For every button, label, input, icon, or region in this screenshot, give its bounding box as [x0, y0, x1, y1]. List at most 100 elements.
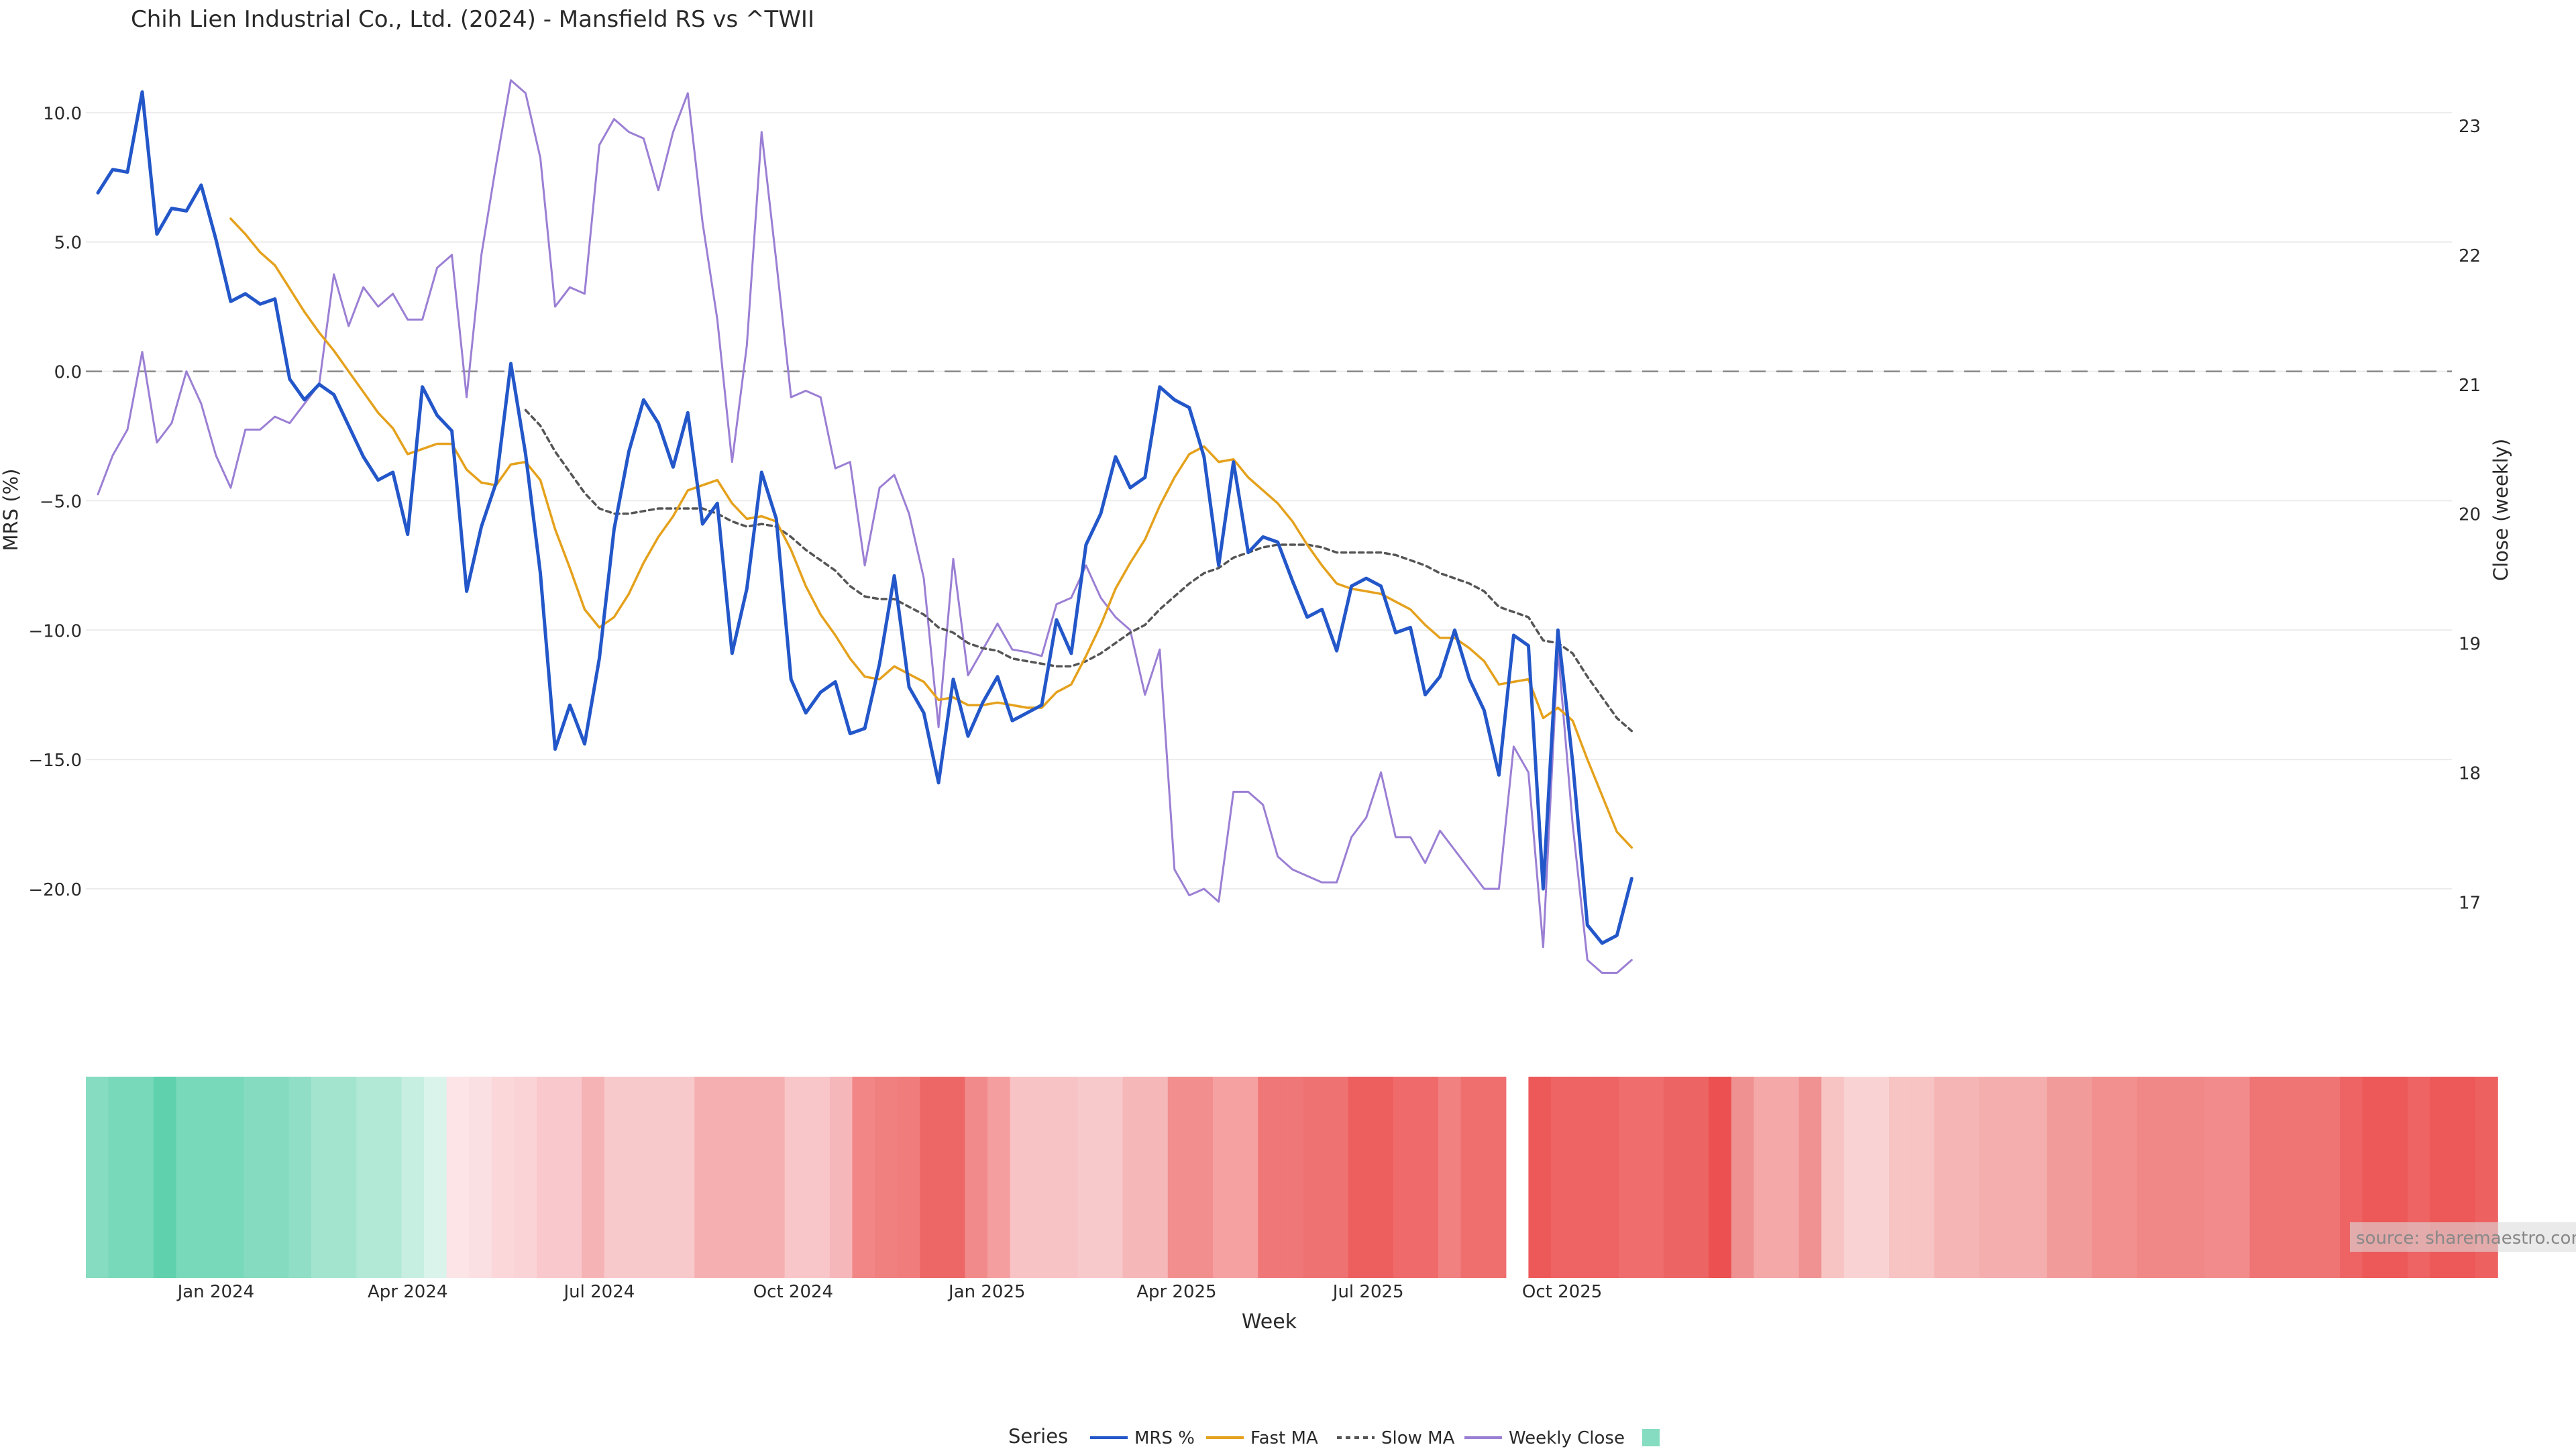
x-tick-label: Apr 2024	[368, 1282, 447, 1302]
heatmap-cell	[1731, 1077, 1754, 1278]
right-axis-ticks: 23 22 21 20 19 18 17	[2459, 117, 2481, 913]
heatmap-cell	[1167, 1077, 1191, 1278]
heatmap-cell	[1799, 1077, 1822, 1278]
heatmap-cell	[469, 1077, 492, 1278]
heatmap-cell	[897, 1077, 920, 1278]
heatmap-cell	[199, 1077, 222, 1278]
heatmap-cell	[852, 1077, 875, 1278]
left-tick-label: −15.0	[28, 751, 82, 771]
heatmap-cell	[716, 1077, 740, 1278]
heatmap-cell	[920, 1077, 943, 1278]
heatmap-cell	[401, 1077, 425, 1278]
heatmap-cell	[131, 1077, 154, 1278]
right-tick-label: 20	[2459, 505, 2481, 525]
heatmap-cell	[1460, 1077, 1484, 1278]
heatmap-cell	[739, 1077, 763, 1278]
heatmap-cell	[311, 1077, 335, 1278]
legend-label: MRS %	[1134, 1428, 1195, 1448]
heatmap-cell	[784, 1077, 808, 1278]
left-tick-label: 0.0	[54, 363, 82, 383]
heatmap-cell	[424, 1077, 447, 1278]
right-tick-label: 17	[2459, 893, 2481, 913]
heatmap-cell	[875, 1077, 898, 1278]
heatmap-cell	[333, 1077, 357, 1278]
series-line-slow-ma	[524, 409, 1633, 733]
heatmap-cell	[491, 1077, 515, 1278]
heatmap-cell	[1528, 1077, 1552, 1278]
heatmap-cell	[2272, 1077, 2296, 1278]
heatmap-cell	[1235, 1077, 1258, 1278]
series-line-fast-ma	[229, 217, 1633, 849]
left-tick-label: −20.0	[28, 880, 82, 900]
legend-title: Series	[1008, 1425, 1068, 1448]
heatmap-cell	[446, 1077, 470, 1278]
heatmap-cell	[86, 1077, 109, 1278]
series-line-mrs	[96, 90, 1633, 945]
heatmap-cell	[1709, 1077, 1732, 1278]
source-background	[2350, 1222, 2576, 1252]
heatmap-cell	[1280, 1077, 1303, 1278]
heatmap-cell	[1686, 1077, 1709, 1278]
heatmap-cell	[2137, 1077, 2160, 1278]
heatmap-cell	[987, 1077, 1011, 1278]
heatmap-cell	[2317, 1077, 2341, 1278]
heatmap-cell	[582, 1077, 605, 1278]
heatmap-cell	[1979, 1077, 2002, 1278]
heatmap-cell	[1010, 1077, 1033, 1278]
x-tick-label: Jul 2024	[562, 1282, 635, 1302]
left-tick-label: −5.0	[40, 492, 82, 512]
heatmap-cell	[2159, 1077, 2183, 1278]
heatmap-cell	[1393, 1077, 1416, 1278]
series-line-weekly-close	[97, 79, 1633, 974]
chart-title: Chih Lien Industrial Co., Ltd. (2024) - …	[131, 6, 814, 33]
heatmap-strip	[86, 1077, 2498, 1278]
heatmap-cell	[1303, 1077, 1326, 1278]
heatmap-cell	[1664, 1077, 1687, 1278]
heatmap-cell	[1843, 1077, 1867, 1278]
heatmap-cell	[1122, 1077, 1146, 1278]
heatmap-cell	[2002, 1077, 2025, 1278]
x-tick-label: Jan 2024	[176, 1282, 255, 1302]
heatmap-cell	[1055, 1077, 1078, 1278]
heatmap-cell	[1371, 1077, 1394, 1278]
heatmap-cell	[153, 1077, 176, 1278]
heatmap-cell	[1911, 1077, 1935, 1278]
x-tick-label: Oct 2025	[1522, 1282, 1602, 1302]
heatmap-cell	[2024, 1077, 2047, 1278]
legend-label: Weekly Close	[1509, 1428, 1625, 1448]
heatmap-cell	[1483, 1077, 1507, 1278]
heatmap-cell	[829, 1077, 853, 1278]
heatmap-cell	[807, 1077, 830, 1278]
right-tick-label: 21	[2459, 376, 2481, 396]
heatmap-cell	[221, 1077, 244, 1278]
heatmap-cell	[1866, 1077, 1890, 1278]
heatmap-cell	[514, 1077, 537, 1278]
heatmap-cell	[1438, 1077, 1462, 1278]
heatmap-cell	[1754, 1077, 1777, 1278]
x-tick-label: Jul 2025	[1332, 1282, 1404, 1302]
heatmap-cell	[1348, 1077, 1371, 1278]
heatmap-cell	[672, 1077, 695, 1278]
heatmap-cell	[627, 1077, 650, 1278]
heatmap-cell	[266, 1077, 289, 1278]
heatmap-cell	[1821, 1077, 1845, 1278]
heatmap-cell	[1032, 1077, 1056, 1278]
heatmap-cell	[1934, 1077, 1957, 1278]
legend-items: MRS % Fast MA Slow MA Weekly Close	[1090, 1428, 1660, 1448]
right-tick-label: 23	[2459, 117, 2481, 137]
heatmap-cell	[2227, 1077, 2251, 1278]
heatmap-cell	[1889, 1077, 1913, 1278]
heatmap-cell	[1190, 1077, 1214, 1278]
source-annotation: source: sharemaestro.com	[2356, 1228, 2576, 1248]
heatmap-cell	[694, 1077, 718, 1278]
left-tick-label: 10.0	[43, 104, 82, 124]
heatmap-cell	[2204, 1077, 2228, 1278]
x-tick-label: Apr 2025	[1136, 1282, 1216, 1302]
grid-lines	[86, 111, 2452, 890]
heatmap-cell	[378, 1077, 402, 1278]
x-axis-label: Week	[1242, 1310, 1297, 1334]
y-axis-label-right: Close (weekly)	[2489, 439, 2512, 581]
heatmap-cell	[356, 1077, 380, 1278]
heatmap-cell	[2294, 1077, 2318, 1278]
